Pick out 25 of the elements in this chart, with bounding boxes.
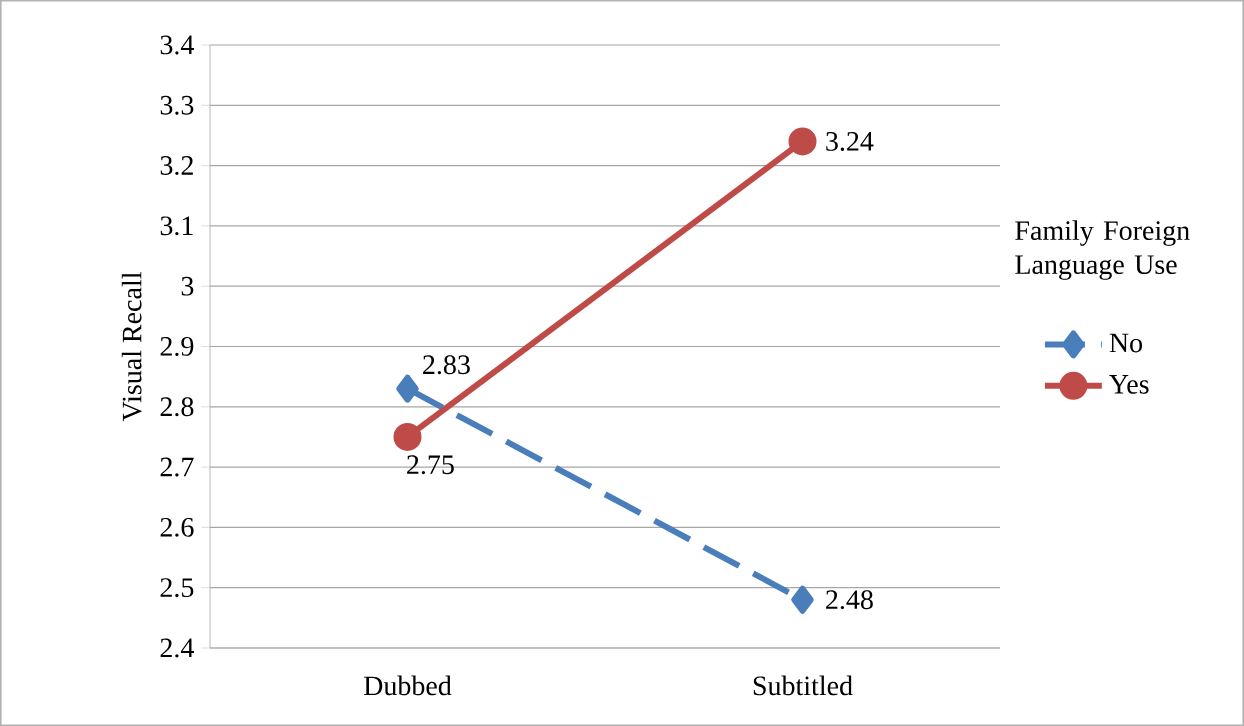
y-tick-label: 2.9 (160, 337, 194, 356)
data-label: 3.24 (826, 132, 874, 151)
legend-label: Yes (1109, 375, 1149, 394)
y-tick-label: 2.8 (160, 397, 194, 417)
y-tick-label: 2.4 (160, 638, 194, 658)
y-axis-title: Visual Recall (121, 272, 142, 422)
y-tick-label: 3.4 (160, 35, 194, 55)
point (393, 422, 422, 451)
x-tick-label: Dubbed (363, 675, 452, 696)
y-tick-label: 3 (181, 276, 194, 296)
data-label: 2.83 (423, 355, 470, 375)
y-tick-label: 2.5 (160, 578, 194, 598)
point (791, 585, 814, 614)
legend-label: No (1109, 333, 1142, 353)
y-tick-label: 3.2 (160, 156, 193, 176)
legend-title: Family Foreign Language Use (1015, 220, 1190, 280)
y-tick-label: 2.7 (160, 457, 194, 477)
data-label: 2.75 (407, 455, 454, 475)
y-tick-label: 3.3 (160, 95, 194, 115)
point (396, 374, 419, 403)
point (788, 127, 817, 156)
y-tick-label: 2.6 (160, 517, 194, 537)
data-label: 2.48 (826, 590, 873, 610)
y-tick-label: 3.1 (160, 216, 193, 236)
x-tick-label: Subtitled (753, 675, 853, 696)
